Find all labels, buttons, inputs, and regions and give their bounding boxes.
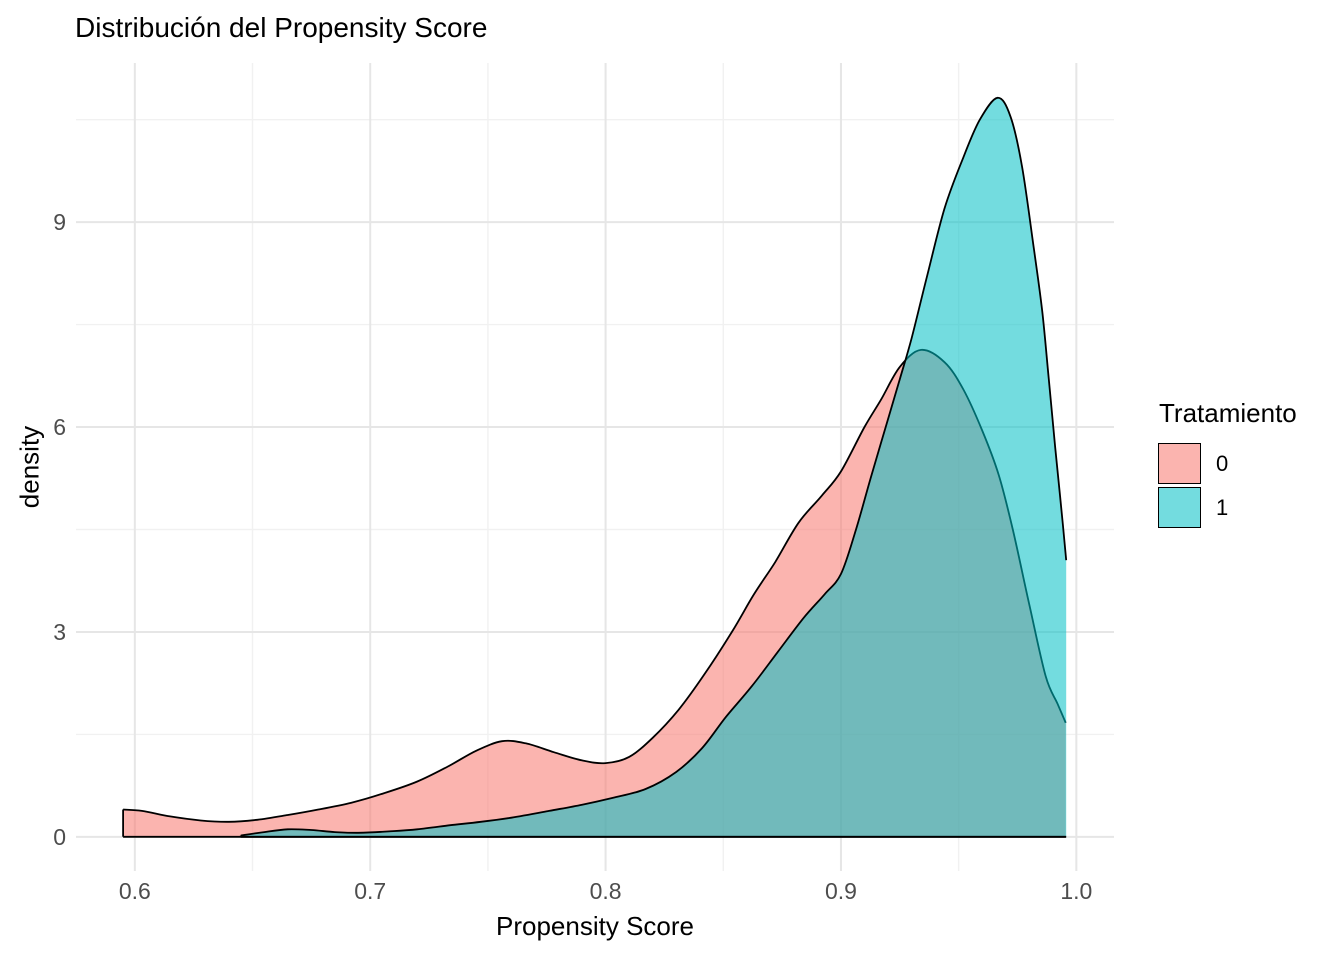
legend-label-treatment-0: 0	[1216, 450, 1229, 476]
legend-swatch-treatment-1	[1158, 487, 1201, 528]
legend: Tratamiento 0 1	[1158, 398, 1297, 531]
y-tick-label: 3	[53, 618, 66, 645]
x-tick-label: 0.7	[354, 878, 387, 904]
legend-title: Tratamiento	[1159, 398, 1297, 428]
y-tick-label: 6	[53, 414, 66, 441]
x-tick-label: 0.6	[118, 878, 151, 904]
legend-label-treatment-1: 1	[1216, 494, 1229, 520]
legend-entry-treatment-0: 0	[1158, 443, 1297, 484]
legend-entry-treatment-1: 1	[1158, 487, 1297, 528]
x-tick-label: 1.0	[1060, 878, 1093, 904]
x-tick-label: 0.9	[824, 878, 857, 904]
density-outline-treatment-1	[239, 96, 1068, 838]
x-axis-title: Propensity Score	[496, 911, 694, 941]
x-tick-label: 0.8	[589, 878, 622, 904]
density-area-treatment-1	[240, 97, 1067, 837]
y-tick-label: 0	[53, 823, 66, 850]
y-tick-label: 9	[53, 209, 66, 236]
plot-title: Distribución del Propensity Score	[75, 12, 488, 43]
legend-swatch-treatment-0	[1158, 443, 1201, 484]
